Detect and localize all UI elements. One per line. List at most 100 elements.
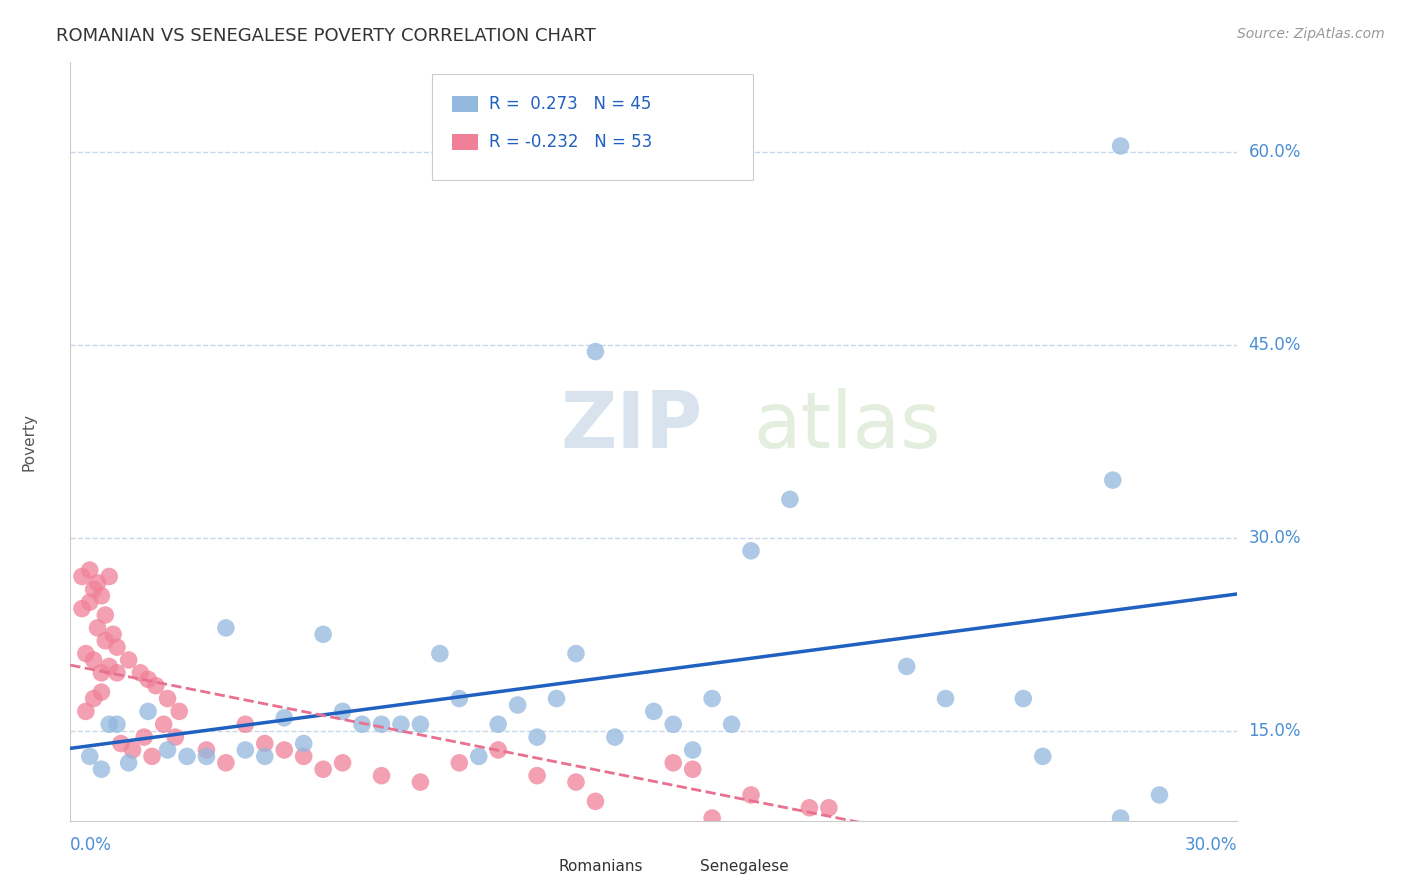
Point: [156, 691, 179, 706]
Point: [740, 543, 762, 558]
Point: [818, 801, 841, 815]
Point: [79, 595, 101, 609]
Point: [740, 788, 762, 802]
Point: [134, 730, 156, 744]
Point: [83, 582, 105, 597]
Point: [253, 749, 276, 764]
Point: [896, 659, 918, 673]
Point: [94, 607, 117, 622]
Point: [215, 621, 238, 635]
Point: [720, 717, 742, 731]
Point: [352, 717, 374, 731]
Text: ROMANIAN VS SENEGALESE POVERTY CORRELATION CHART: ROMANIAN VS SENEGALESE POVERTY CORRELATI…: [56, 27, 596, 45]
Text: 30.0%: 30.0%: [1249, 529, 1301, 547]
Point: [702, 691, 724, 706]
Point: [702, 811, 724, 825]
FancyBboxPatch shape: [451, 95, 478, 112]
Point: [526, 730, 548, 744]
Point: [312, 627, 335, 641]
Point: [90, 685, 112, 699]
Point: [105, 717, 128, 731]
Text: 15.0%: 15.0%: [1249, 722, 1301, 739]
Point: [90, 665, 112, 680]
Point: [662, 756, 685, 770]
Point: [332, 756, 354, 770]
Point: [1032, 749, 1054, 764]
Text: 60.0%: 60.0%: [1249, 144, 1301, 161]
Text: R =  0.273   N = 45: R = 0.273 N = 45: [489, 95, 651, 113]
Point: [75, 647, 97, 661]
Point: [934, 691, 956, 706]
Point: [682, 743, 704, 757]
Point: [136, 705, 159, 719]
Point: [409, 775, 432, 789]
Point: [105, 640, 128, 655]
Point: [79, 749, 101, 764]
Point: [565, 647, 588, 661]
Point: [233, 717, 256, 731]
Point: [526, 769, 548, 783]
Point: [429, 647, 451, 661]
Text: Source: ZipAtlas.com: Source: ZipAtlas.com: [1237, 27, 1385, 41]
Point: [292, 737, 315, 751]
Point: [98, 659, 121, 673]
Point: [195, 749, 218, 764]
Point: [409, 717, 432, 731]
Point: [141, 749, 163, 764]
Point: [1109, 139, 1132, 153]
Point: [121, 743, 143, 757]
Point: [118, 756, 141, 770]
Point: [118, 653, 141, 667]
Point: [506, 698, 529, 712]
Text: Poverty: Poverty: [22, 412, 37, 471]
Point: [75, 705, 97, 719]
Point: [1149, 788, 1171, 802]
Point: [90, 762, 112, 776]
Point: [273, 743, 295, 757]
Point: [292, 749, 315, 764]
Point: [156, 743, 179, 757]
Text: 45.0%: 45.0%: [1249, 336, 1301, 354]
Point: [565, 775, 588, 789]
Text: Romanians: Romanians: [558, 859, 643, 873]
Point: [98, 569, 121, 583]
Point: [370, 717, 392, 731]
Point: [105, 665, 128, 680]
Point: [101, 627, 124, 641]
Point: [70, 569, 93, 583]
Point: [682, 762, 704, 776]
Point: [86, 575, 108, 590]
Point: [94, 633, 117, 648]
Point: [585, 794, 607, 808]
Point: [1012, 691, 1035, 706]
Point: [603, 730, 626, 744]
Point: [486, 717, 509, 731]
Point: [449, 756, 471, 770]
Point: [86, 621, 108, 635]
Point: [129, 665, 152, 680]
Point: [389, 717, 412, 731]
Point: [779, 492, 801, 507]
Point: [662, 717, 685, 731]
Text: atlas: atlas: [754, 388, 941, 465]
FancyBboxPatch shape: [451, 134, 478, 151]
FancyBboxPatch shape: [526, 857, 551, 876]
Point: [799, 801, 821, 815]
Point: [90, 589, 112, 603]
Point: [83, 691, 105, 706]
Point: [585, 344, 607, 359]
Point: [467, 749, 491, 764]
Point: [312, 762, 335, 776]
Text: ZIP: ZIP: [561, 388, 703, 465]
FancyBboxPatch shape: [668, 857, 693, 876]
Text: 30.0%: 30.0%: [1185, 836, 1237, 854]
Point: [110, 737, 132, 751]
Point: [1265, 788, 1288, 802]
Text: 0.0%: 0.0%: [70, 836, 112, 854]
Point: [136, 673, 159, 687]
Point: [273, 711, 295, 725]
Point: [176, 749, 198, 764]
Point: [165, 730, 187, 744]
Point: [70, 601, 93, 615]
Point: [83, 653, 105, 667]
